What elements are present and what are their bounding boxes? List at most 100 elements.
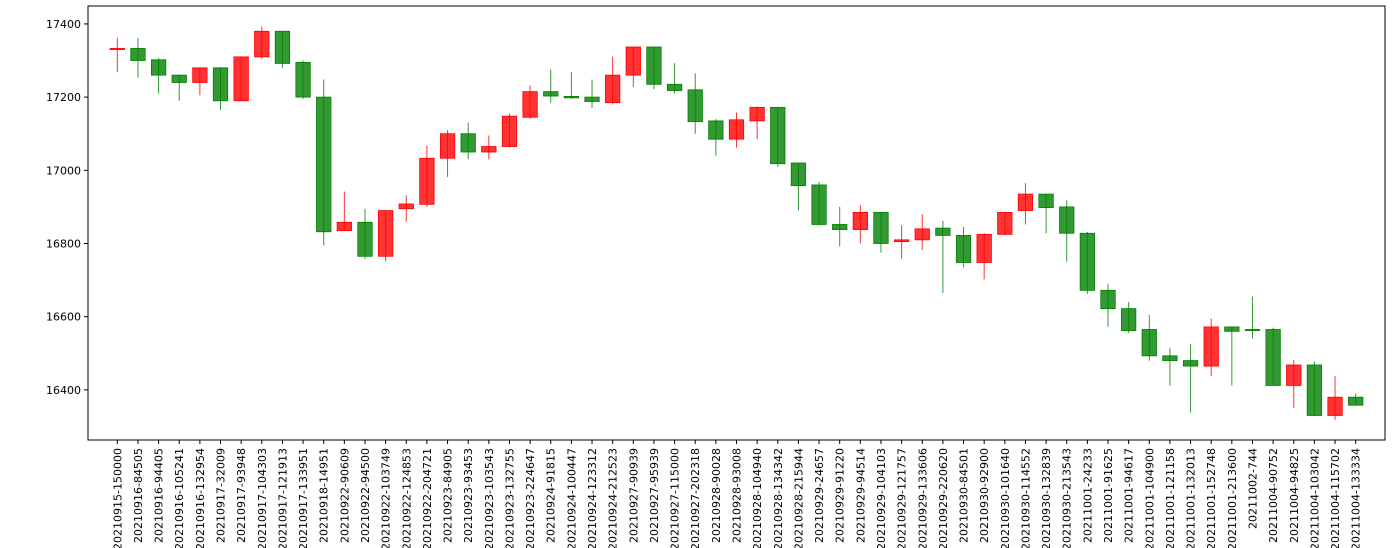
candle-body <box>790 162 807 187</box>
candle-body <box>357 221 373 257</box>
x-tick-label: 20210929-104103 <box>875 448 888 548</box>
x-tick-label: 20210928-134342 <box>772 448 785 548</box>
candle-body <box>460 133 476 153</box>
x-tick-label: 20210917-121913 <box>276 448 289 548</box>
candle-body <box>687 89 703 123</box>
x-tick-label: 20210924-123312 <box>586 448 599 548</box>
candle-body <box>1059 206 1075 234</box>
x-tick-label: 20210927-202318 <box>689 448 702 548</box>
candle-body <box>1100 289 1116 310</box>
candle-body <box>439 133 456 159</box>
x-tick-label: 20210917-32009 <box>215 448 228 543</box>
x-tick-label: 20211004-103042 <box>1308 448 1321 548</box>
x-tick-label: 20210917-93948 <box>235 448 248 543</box>
y-tick-label: 16800 <box>46 237 81 250</box>
x-tick-label: 20211001-24233 <box>1081 448 1094 543</box>
candle-body <box>997 211 1013 235</box>
y-tick-label: 17400 <box>46 18 81 31</box>
x-tick-label: 20210930-213543 <box>1061 448 1074 548</box>
candle-body <box>1141 329 1157 357</box>
candle-body <box>914 228 930 241</box>
candle-body <box>543 91 559 97</box>
x-tick-label: 20210924-91815 <box>545 448 558 543</box>
candle-body <box>1306 364 1323 416</box>
x-tick-label: 20210927-90939 <box>627 448 640 543</box>
candle-body <box>666 83 683 91</box>
x-tick-label: 20210924-100447 <box>565 448 578 548</box>
candle-body <box>1203 326 1219 367</box>
candle-body <box>646 46 662 85</box>
candle-body <box>1286 364 1302 386</box>
candle-body <box>625 46 641 76</box>
candle-body <box>935 227 951 236</box>
x-tick-label: 20211001-94617 <box>1123 448 1136 543</box>
candle-body <box>1038 193 1054 209</box>
candle-body <box>150 59 167 76</box>
x-tick-label: 20210929-91220 <box>834 448 847 543</box>
x-tick-label: 20210924-212523 <box>607 448 620 548</box>
x-tick-label: 20210916-94405 <box>153 448 166 543</box>
x-tick-label: 20210917-104303 <box>256 448 269 548</box>
x-tick-label: 20211001-91625 <box>1102 448 1115 543</box>
candle-body <box>1224 326 1240 332</box>
y-tick-label: 16400 <box>46 384 81 397</box>
x-tick-label: 20210927-115000 <box>669 448 682 548</box>
x-tick-label: 20210928-104940 <box>751 448 764 548</box>
x-tick-label: 20210929-133606 <box>916 448 929 548</box>
candle-body <box>522 91 538 118</box>
candle-body <box>316 96 332 233</box>
candle-body <box>584 96 600 102</box>
candle-body <box>109 48 125 50</box>
candle-body <box>1121 308 1137 331</box>
candle-body <box>811 184 827 225</box>
x-tick-label: 20210923-132755 <box>503 448 516 548</box>
x-tick-label: 20211002-744 <box>1246 448 1259 529</box>
candle-body <box>1017 193 1034 211</box>
x-tick-label: 20211001-213600 <box>1226 448 1239 548</box>
candle-body <box>770 106 786 165</box>
candle-body <box>1265 329 1281 386</box>
x-tick-label: 20210930-84501 <box>958 448 971 543</box>
candle-body <box>873 211 889 244</box>
x-tick-label: 20210922-204721 <box>421 448 434 548</box>
y-tick-label: 17200 <box>46 91 81 104</box>
x-tick-label: 20210929-220620 <box>937 448 950 548</box>
candle-body <box>419 157 435 205</box>
y-tick-label: 17000 <box>46 164 81 177</box>
x-tick-label: 20210928-93008 <box>731 448 744 543</box>
y-tick-label: 16600 <box>46 311 81 324</box>
candle-body <box>832 224 848 230</box>
x-tick-label: 20211004-90752 <box>1267 448 1280 543</box>
x-tick-label: 20210928-90028 <box>710 448 723 543</box>
x-tick-label: 20210923-224647 <box>524 448 537 548</box>
x-tick-label: 20211004-133334 <box>1350 448 1363 548</box>
x-tick-label: 20210927-95939 <box>648 448 661 543</box>
x-tick-label: 20210930-132839 <box>1040 448 1053 548</box>
x-tick-label: 20210922-103749 <box>380 448 393 548</box>
x-tick-label: 20210930-114552 <box>1019 448 1032 548</box>
candle-body <box>336 221 352 232</box>
x-tick-label: 20210918-14951 <box>318 448 331 543</box>
candle-body <box>852 211 868 230</box>
x-tick-label: 20210928-215944 <box>792 448 805 548</box>
candle-body <box>749 106 765 122</box>
x-tick-label: 20210930-101640 <box>999 448 1012 548</box>
x-tick-label: 20210916-132954 <box>194 448 207 548</box>
candle-body <box>192 67 208 83</box>
x-tick-label: 20211001-121158 <box>1164 448 1177 548</box>
x-tick-label: 20210922-124853 <box>400 448 413 548</box>
x-tick-label: 20210923-103543 <box>483 448 496 548</box>
candle-body <box>171 74 187 83</box>
x-tick-label: 20211001-152748 <box>1205 448 1218 548</box>
x-tick-label: 20210930-92900 <box>978 448 991 543</box>
candle-body <box>254 30 270 58</box>
candle-body <box>1327 396 1343 416</box>
candle-body <box>501 115 518 147</box>
candle-body <box>893 239 910 243</box>
x-tick-label: 20210916-84505 <box>132 448 145 543</box>
candle-body <box>976 233 992 263</box>
candle-body <box>233 56 249 102</box>
candle-body <box>274 30 291 64</box>
